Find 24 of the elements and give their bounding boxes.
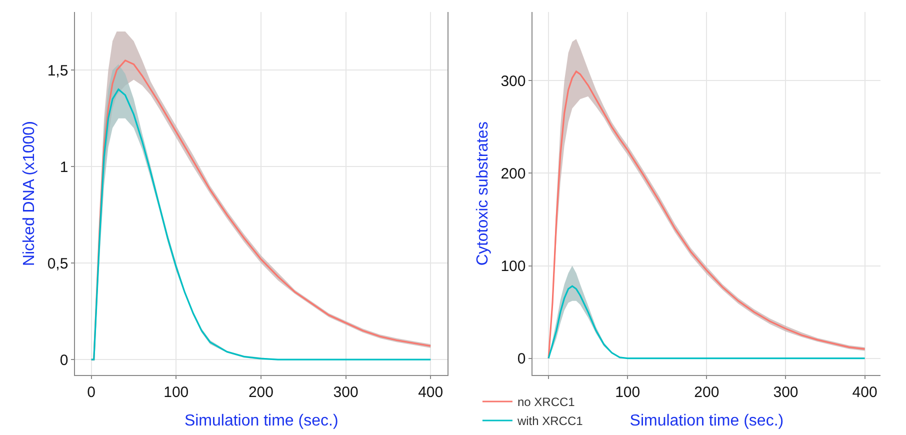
y-tick-label: 0,5 [47,255,68,272]
x-tick-label: 300 [773,384,798,401]
x-tick-label: 200 [248,384,274,401]
y-axis-title: Cytotoxic substrates [474,122,492,266]
y-tick-label: 0 [517,350,526,368]
legend-label: no XRCC1 [517,395,576,410]
y-tick-label: 0 [60,352,68,369]
y-tick-label: 100 [500,258,526,276]
x-axis-title: Simulation time (sec.) [630,412,784,430]
y-tick-label: 1,5 [47,62,68,80]
x-tick-label: 100 [615,384,640,401]
x-tick-label: 200 [694,384,720,401]
y-tick-label: 200 [500,165,526,182]
x-tick-label: 400 [852,384,878,401]
line-series [548,285,866,360]
x-tick-label: 0 [87,384,96,401]
y-axis-title: Nicked DNA (x1000) [21,121,38,266]
x-axis-title: Simulation time (sec.) [184,412,338,430]
y-tick-label: 300 [500,72,526,90]
y-tick-label: 1 [60,158,68,176]
legend-label: with XRCC1 [516,414,584,428]
x-tick-label: 100 [164,384,189,401]
x-tick-label: 300 [333,384,358,401]
x-tick-label: 400 [418,384,444,401]
